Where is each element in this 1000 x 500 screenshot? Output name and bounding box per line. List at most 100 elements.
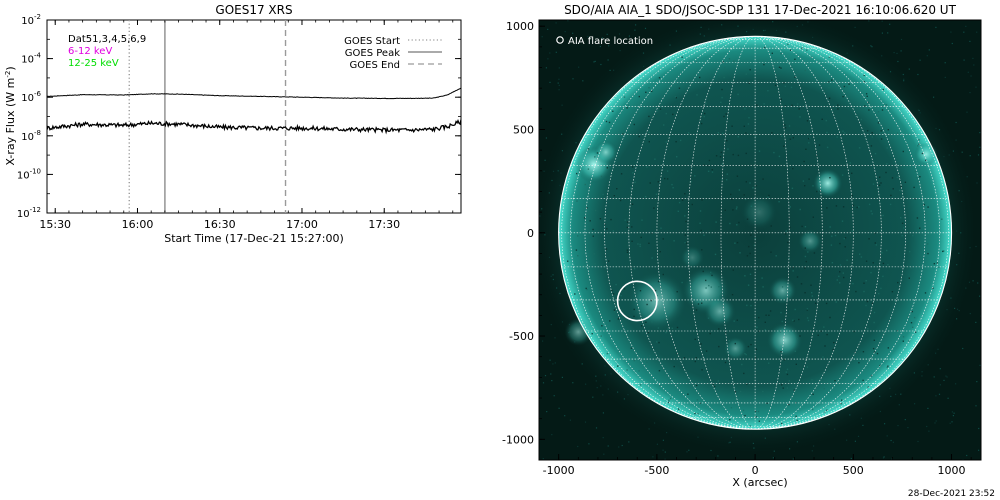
- noise-speck: [962, 347, 964, 350]
- disk-speck: [870, 145, 873, 147]
- disk-speck: [744, 275, 746, 277]
- goes-series-group: [47, 87, 461, 135]
- noise-speck: [879, 395, 881, 397]
- disk-speck: [736, 175, 739, 177]
- disk-speck: [880, 287, 882, 290]
- noise-speck: [582, 80, 584, 82]
- disk-speck: [852, 282, 854, 285]
- disk-speck: [879, 364, 881, 367]
- noise-speck: [549, 81, 551, 83]
- noise-speck: [956, 230, 958, 232]
- solar-limb: [558, 35, 953, 430]
- noise-speck: [627, 394, 629, 396]
- disk-speck: [826, 131, 828, 134]
- disk-speck: [806, 317, 809, 319]
- disk-speck: [918, 143, 920, 145]
- disk-speck: [900, 217, 902, 219]
- noise-speck: [664, 451, 666, 453]
- noise-speck: [946, 309, 948, 311]
- disk-speck: [721, 96, 723, 99]
- noise-speck: [763, 29, 765, 32]
- disk-speck: [796, 419, 798, 422]
- noise-speck: [935, 26, 937, 28]
- disk-speck: [730, 407, 733, 409]
- disk-speck: [770, 225, 772, 227]
- noise-speck: [951, 421, 953, 423]
- noise-speck: [884, 423, 886, 425]
- noise-speck: [969, 92, 971, 94]
- disk-speck: [768, 362, 770, 364]
- disk-speck: [726, 173, 728, 175]
- disk-speck: [694, 338, 696, 340]
- noise-speck: [628, 441, 630, 443]
- disk-speck: [630, 187, 632, 189]
- disk-speck: [762, 178, 764, 180]
- disk-speck: [829, 177, 831, 179]
- disk-speck: [818, 144, 821, 146]
- disk-speck: [607, 131, 610, 134]
- disk-speck: [700, 122, 703, 125]
- disk-speck: [778, 155, 781, 158]
- disk-speck: [587, 168, 590, 170]
- disk-speck: [678, 408, 680, 410]
- disk-speck: [778, 201, 780, 203]
- disk-speck: [726, 140, 728, 142]
- noise-speck: [796, 441, 798, 443]
- disk-speck: [644, 196, 647, 198]
- noise-speck: [908, 68, 910, 70]
- disk-speck: [933, 263, 935, 265]
- disk-speck: [839, 242, 841, 245]
- disk-speck: [586, 288, 588, 291]
- disk-speck: [807, 319, 810, 322]
- disk-speck: [724, 66, 726, 69]
- disk-speck: [784, 105, 787, 107]
- noise-speck: [976, 31, 978, 33]
- noise-speck: [561, 104, 563, 106]
- noise-speck: [772, 457, 774, 459]
- disk-speck: [662, 273, 664, 276]
- disk-speck: [746, 218, 749, 220]
- disk-speck: [703, 115, 705, 118]
- disk-speck: [690, 180, 692, 183]
- noise-speck: [972, 280, 974, 282]
- disk-speck: [811, 292, 813, 294]
- noise-speck: [966, 176, 968, 178]
- disk-speck: [782, 387, 784, 389]
- disk-speck: [817, 334, 819, 336]
- noise-speck: [914, 403, 916, 405]
- disk-speck: [707, 317, 710, 319]
- noise-speck: [948, 154, 950, 156]
- active-region: [680, 245, 705, 270]
- disk-speck: [804, 267, 806, 269]
- goes-y-axis-label-main: X-ray Flux (W m: [4, 78, 17, 166]
- noise-speck: [889, 71, 892, 73]
- disk-speck: [806, 120, 809, 122]
- disk-speck: [623, 288, 626, 290]
- disk-speck: [627, 104, 630, 106]
- noise-speck: [602, 394, 604, 396]
- active-region: [594, 140, 618, 164]
- noise-speck: [953, 412, 955, 414]
- disk-speck: [727, 148, 729, 150]
- disk-speck: [672, 187, 674, 189]
- noise-speck: [811, 450, 813, 452]
- aia-image-title: SDO/AIA AIA_1 SDO/JSOC-SDP 131 17-Dec-20…: [564, 3, 957, 17]
- goes-y-tick-exp: -8: [34, 129, 41, 137]
- disk-speck: [748, 82, 750, 84]
- disk-speck: [870, 271, 872, 274]
- disk-speck: [662, 368, 664, 370]
- disk-speck: [862, 351, 865, 353]
- noise-speck: [965, 287, 967, 289]
- disk-speck: [887, 365, 889, 367]
- disk-speck: [874, 232, 876, 234]
- noise-speck: [688, 449, 690, 451]
- disk-speck: [606, 228, 608, 230]
- noise-speck: [654, 422, 656, 424]
- disk-speck: [608, 121, 611, 124]
- disk-speck: [768, 194, 770, 197]
- disk-speck: [781, 384, 783, 386]
- disk-speck: [863, 74, 865, 77]
- noise-speck: [949, 422, 951, 424]
